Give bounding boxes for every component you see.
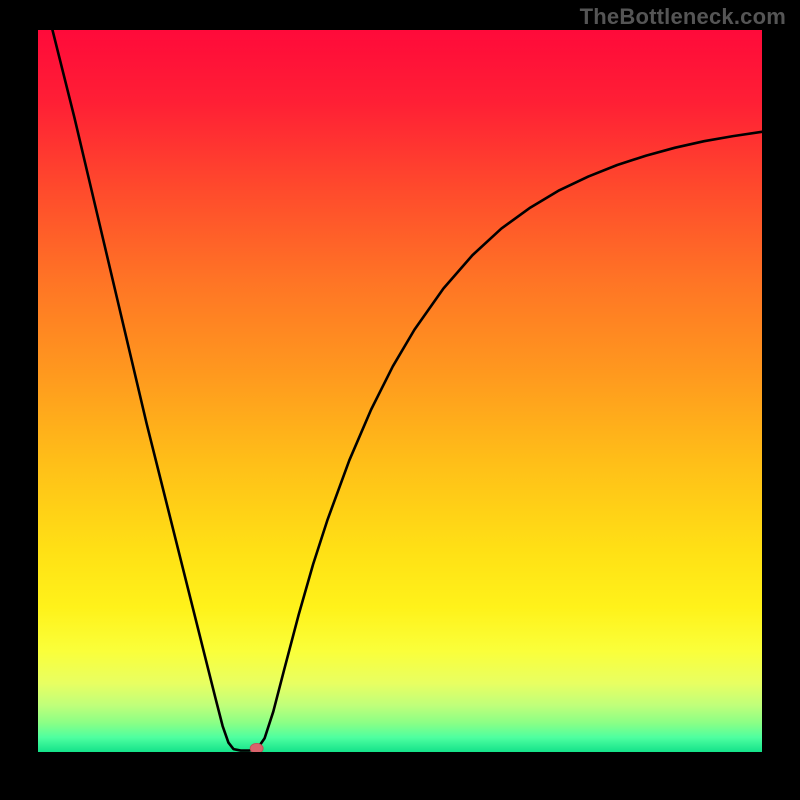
optimal-point-marker [250,743,263,753]
watermark-text: TheBottleneck.com [580,4,786,30]
plot-gradient-background [38,30,762,752]
bottleneck-chart [0,0,800,800]
chart-container: { "watermark": { "text": "TheBottleneck.… [0,0,800,800]
